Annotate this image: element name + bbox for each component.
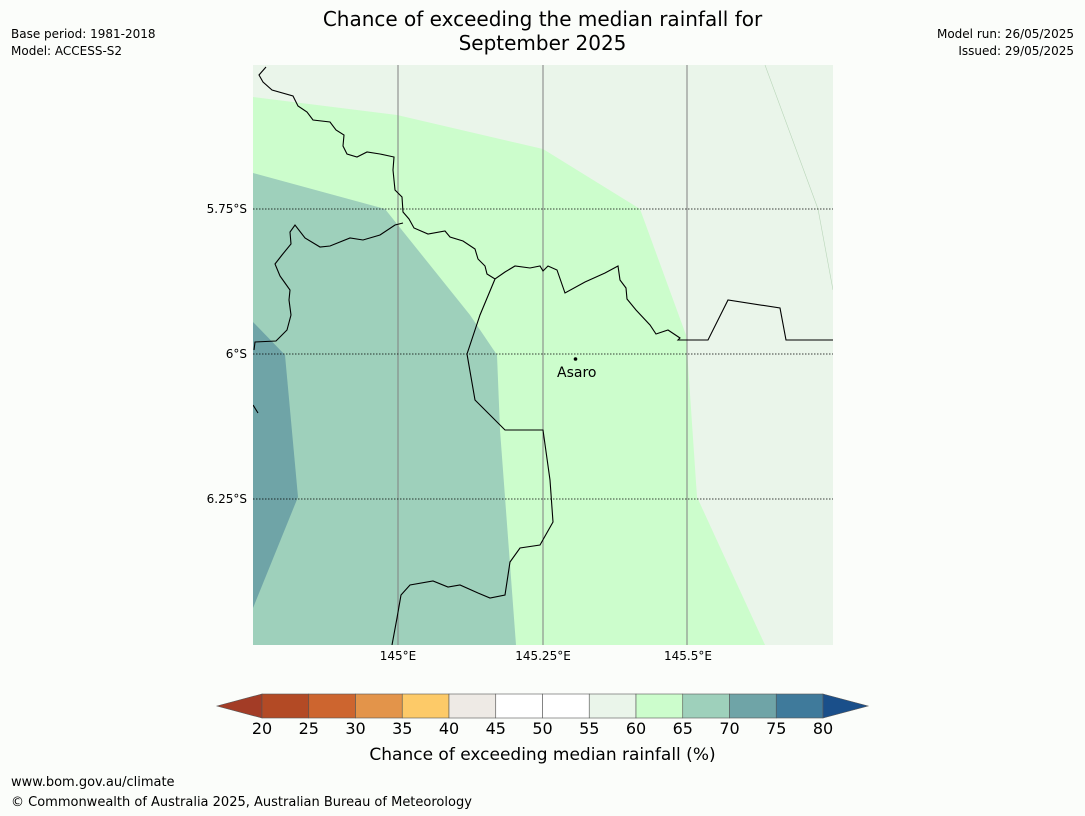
colorbar-cell xyxy=(542,693,590,719)
colorbar-cell xyxy=(495,693,543,719)
colorbar-tick-label: 45 xyxy=(485,719,506,738)
legend-title: Chance of exceeding median rainfall (%) xyxy=(369,745,716,765)
lon-label-145-25: 145.25°E xyxy=(515,649,571,663)
footer-url: www.bom.gov.au/climate xyxy=(11,775,175,790)
colorbar-cell xyxy=(635,693,684,719)
lon-label-145: 145°E xyxy=(379,649,417,663)
place-label-asaro: Asaro xyxy=(557,365,597,381)
colorbar-tick-label: 25 xyxy=(298,719,319,738)
colorbar-cell xyxy=(729,693,777,719)
colorbar-tick-label: 55 xyxy=(579,719,600,738)
colorbar-tick-label: 80 xyxy=(812,719,834,738)
colorbar-cell xyxy=(355,693,403,719)
colorbar-cell xyxy=(261,693,310,719)
colorbar-tick-label: 60 xyxy=(625,719,647,738)
model-name: Model: ACCESS-S2 xyxy=(11,44,123,58)
colorbar-tick-label: 40 xyxy=(438,719,460,738)
title-line-2: September 2025 xyxy=(458,31,627,55)
colorbar-cells xyxy=(215,693,870,719)
lon-label-145-5: 145.5°E xyxy=(664,649,712,663)
band-65-70 xyxy=(253,173,516,645)
boundary-west xyxy=(253,222,404,351)
boundary-inner xyxy=(391,278,554,645)
colorbar-cell xyxy=(775,693,824,719)
colorbar-cell xyxy=(401,693,450,719)
colorbar-tick-label: 20 xyxy=(251,719,273,738)
colorbar-tick-label: 30 xyxy=(345,719,366,738)
province-boundaries xyxy=(253,66,833,645)
colorbar-tick-label: 75 xyxy=(766,719,787,738)
model-run: Model run: 26/05/2025 xyxy=(936,27,1074,41)
colorbar-tick-label: 50 xyxy=(532,719,553,738)
lat-label-6-25: 6.25°S xyxy=(206,492,247,506)
colorbar-cell xyxy=(448,693,497,719)
title-line-1: Chance of exceeding the median rainfall … xyxy=(322,7,763,31)
base-period: Base period: 1981-2018 xyxy=(11,27,156,41)
meta-left: Base period: 1981-2018 Model: ACCESS-S2 xyxy=(11,26,156,60)
colorbar-tick-label: 35 xyxy=(392,719,413,738)
band-70-75 xyxy=(253,322,298,608)
boundary-north xyxy=(258,66,833,341)
colorbar-cell xyxy=(588,693,637,719)
issued-date: Issued: 29/05/2025 xyxy=(958,44,1074,58)
colorbar-cell xyxy=(682,693,730,719)
colorbar-tick-label: 65 xyxy=(672,719,693,738)
asaro-marker xyxy=(573,357,578,361)
boundary-stub xyxy=(253,404,259,414)
colorbar-extend-high xyxy=(822,693,870,719)
colorbar-cell xyxy=(308,693,356,719)
map-title: Chance of exceeding the median rainfall … xyxy=(250,7,835,55)
lat-label-6: 6°S xyxy=(225,347,247,361)
colorbar-extend-low xyxy=(215,693,263,719)
footer-copyright: © Commonwealth of Australia 2025, Austra… xyxy=(11,795,472,810)
colorbar-tick-label: 70 xyxy=(719,719,740,738)
meta-right: Model run: 26/05/2025 Issued: 29/05/2025 xyxy=(937,26,1074,60)
lat-label-5-75: 5.75°S xyxy=(206,202,247,216)
